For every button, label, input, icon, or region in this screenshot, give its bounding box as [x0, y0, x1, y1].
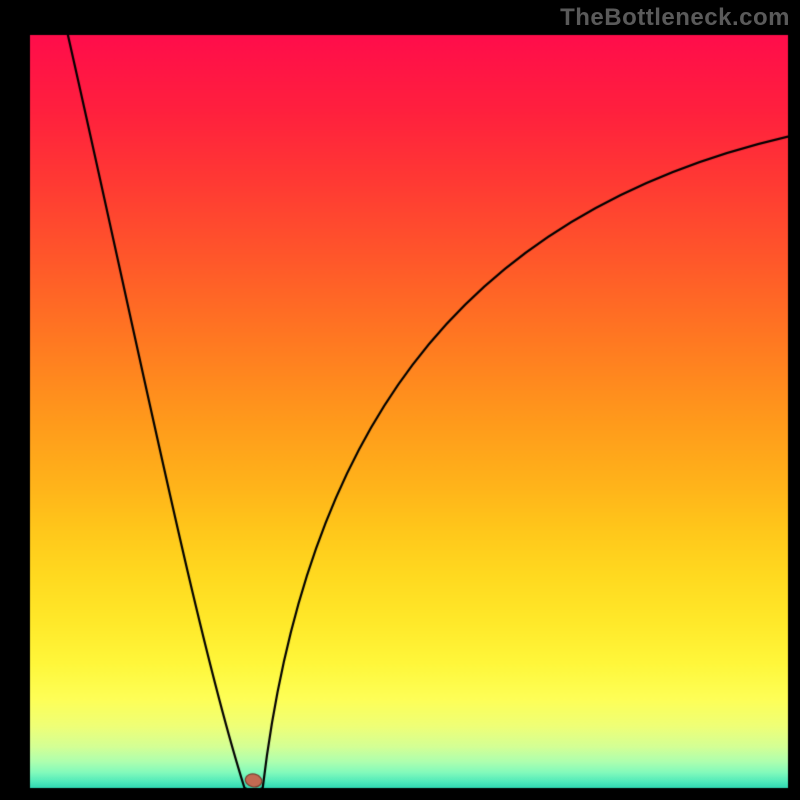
- chart-container: TheBottleneck.com: [0, 0, 800, 800]
- gradient-chart: [0, 0, 800, 800]
